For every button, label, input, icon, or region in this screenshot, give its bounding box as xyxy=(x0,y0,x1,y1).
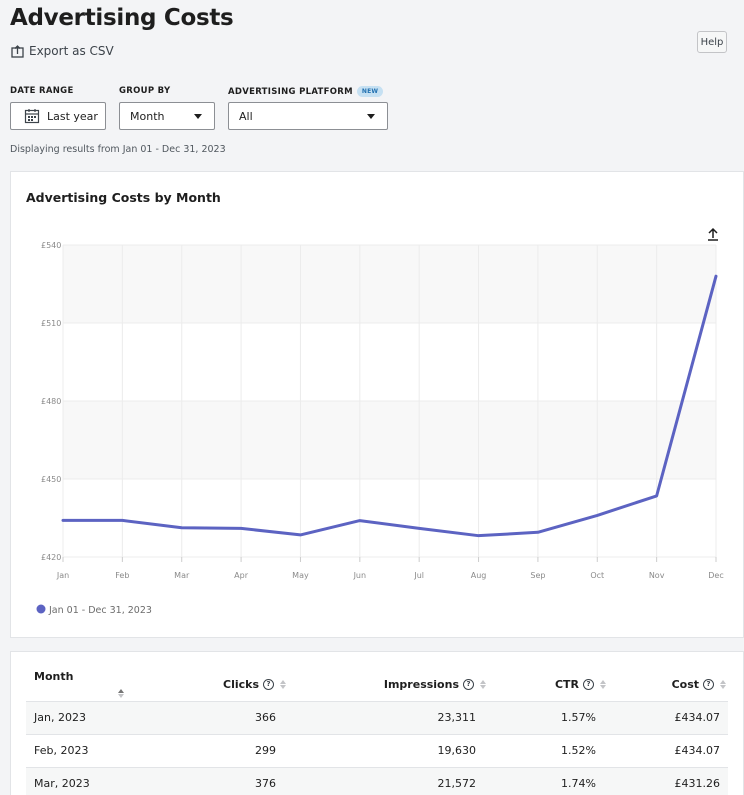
download-icon[interactable] xyxy=(708,227,718,241)
x-tick-label: Oct xyxy=(590,571,604,580)
y-tick-label: £540 xyxy=(41,241,61,250)
grid-band xyxy=(63,479,716,557)
export-label: Export as CSV xyxy=(29,44,114,58)
sort-icon[interactable] xyxy=(280,679,286,689)
col-month-label: Month xyxy=(34,670,74,684)
x-tick-label: Jul xyxy=(413,571,424,580)
x-tick-label: Aug xyxy=(471,571,487,580)
y-tick-label: £480 xyxy=(41,397,61,406)
cell-ctr: 1.74% xyxy=(486,767,606,795)
x-tick-label: Jun xyxy=(353,571,367,580)
date-range-label: DATE RANGE xyxy=(10,86,74,96)
help-circle-icon[interactable]: ? xyxy=(703,678,714,690)
cell-ctr: 1.57% xyxy=(486,701,606,735)
col-ctr[interactable]: CTR? xyxy=(486,668,606,702)
legend-label: Jan 01 - Dec 31, 2023 xyxy=(48,605,152,616)
group-by-label: GROUP BY xyxy=(119,86,170,96)
sort-icon[interactable] xyxy=(480,679,486,689)
chevron-down-icon xyxy=(367,114,375,119)
date-range-label-text: DATE RANGE xyxy=(10,86,74,96)
x-tick-label: Nov xyxy=(649,571,665,580)
x-tick-label: Jan xyxy=(56,571,69,580)
col-cost-label: Cost xyxy=(671,677,699,691)
table-card: Month Clicks? Impressions? CTR? Cost? xyxy=(10,651,744,795)
costs-table: Month Clicks? Impressions? CTR? Cost? xyxy=(26,668,728,795)
col-impressions[interactable]: Impressions? xyxy=(286,668,486,702)
cell-cost: £431.26 xyxy=(606,767,728,795)
cell-impressions: 23,311 xyxy=(286,701,486,735)
help-button[interactable]: Help xyxy=(697,31,727,53)
grid-band xyxy=(63,323,716,401)
cell-impressions: 19,630 xyxy=(286,734,486,768)
line-chart: £540 £510 £480 £450 £420 Jan Feb Mar Apr May Jun Ju… xyxy=(36,227,724,616)
sort-icon[interactable] xyxy=(720,679,726,689)
help-circle-icon[interactable]: ? xyxy=(463,678,474,690)
table-header-row: Month Clicks? Impressions? CTR? Cost? xyxy=(26,668,728,702)
y-tick-label: £510 xyxy=(41,319,61,328)
cell-month: Mar, 2023 xyxy=(26,767,146,795)
y-tick-label: £450 xyxy=(41,475,61,484)
grid-band xyxy=(63,401,716,479)
platform-select[interactable]: All xyxy=(228,102,388,130)
grid-band xyxy=(63,245,716,323)
x-tick-label: Mar xyxy=(174,571,190,580)
x-tick-label: Apr xyxy=(234,571,249,580)
col-impressions-label: Impressions xyxy=(383,677,459,691)
chart-card: Advertising Costs by Month £540 £510 £480 £… xyxy=(10,171,744,638)
x-tick-label: Dec xyxy=(708,571,723,580)
cell-cost: £434.07 xyxy=(606,734,728,768)
x-tick-label: May xyxy=(292,571,309,580)
new-badge: NEW xyxy=(356,86,384,97)
col-month[interactable]: Month xyxy=(26,668,146,702)
date-range-button[interactable]: Last year xyxy=(10,102,106,130)
x-tick-label: Sep xyxy=(530,571,545,580)
cell-ctr: 1.52% xyxy=(486,734,606,768)
cell-month: Feb, 2023 xyxy=(26,734,146,768)
col-clicks-label: Clicks xyxy=(223,677,259,691)
y-tick-label: £420 xyxy=(41,553,61,562)
help-circle-icon[interactable]: ? xyxy=(583,678,594,690)
cell-cost: £434.07 xyxy=(606,701,728,735)
chevron-down-icon xyxy=(194,114,202,119)
table-row: Feb, 2023 299 19,630 1.52% £434.07 xyxy=(26,734,728,768)
cell-clicks: 299 xyxy=(146,734,286,768)
sort-icon[interactable] xyxy=(600,679,606,689)
export-icon xyxy=(11,44,24,58)
cell-impressions: 21,572 xyxy=(286,767,486,795)
range-note: Displaying results from Jan 01 - Dec 31,… xyxy=(10,144,226,155)
help-circle-icon[interactable]: ? xyxy=(263,678,274,690)
page-title: Advertising Costs xyxy=(10,5,234,31)
cell-clicks: 366 xyxy=(146,701,286,735)
table-row: Jan, 2023 366 23,311 1.57% £434.07 xyxy=(26,701,728,735)
col-clicks[interactable]: Clicks? xyxy=(146,668,286,702)
chart-title: Advertising Costs by Month xyxy=(26,190,221,205)
group-by-label-text: GROUP BY xyxy=(119,86,171,96)
group-by-select[interactable]: Month xyxy=(119,102,215,130)
legend-dot xyxy=(36,604,46,614)
cell-clicks: 376 xyxy=(146,767,286,795)
series-line xyxy=(61,274,718,538)
platform-label: ADVERTISING PLATFORM NEW xyxy=(228,86,384,97)
x-tick-label: Feb xyxy=(115,571,129,580)
cell-month: Jan, 2023 xyxy=(26,701,146,735)
group-by-value: Month xyxy=(130,109,165,123)
date-range-value: Last year xyxy=(47,109,98,123)
platform-label-text: ADVERTISING PLATFORM xyxy=(228,86,353,97)
col-cost[interactable]: Cost? xyxy=(606,668,728,702)
sort-icon[interactable] xyxy=(118,689,124,699)
export-csv-link[interactable]: Export as CSV xyxy=(11,44,114,58)
calendar-icon xyxy=(24,109,40,124)
table-row: Mar, 2023 376 21,572 1.74% £431.26 xyxy=(26,767,728,795)
col-ctr-label: CTR xyxy=(554,677,579,691)
platform-value: All xyxy=(239,109,253,123)
